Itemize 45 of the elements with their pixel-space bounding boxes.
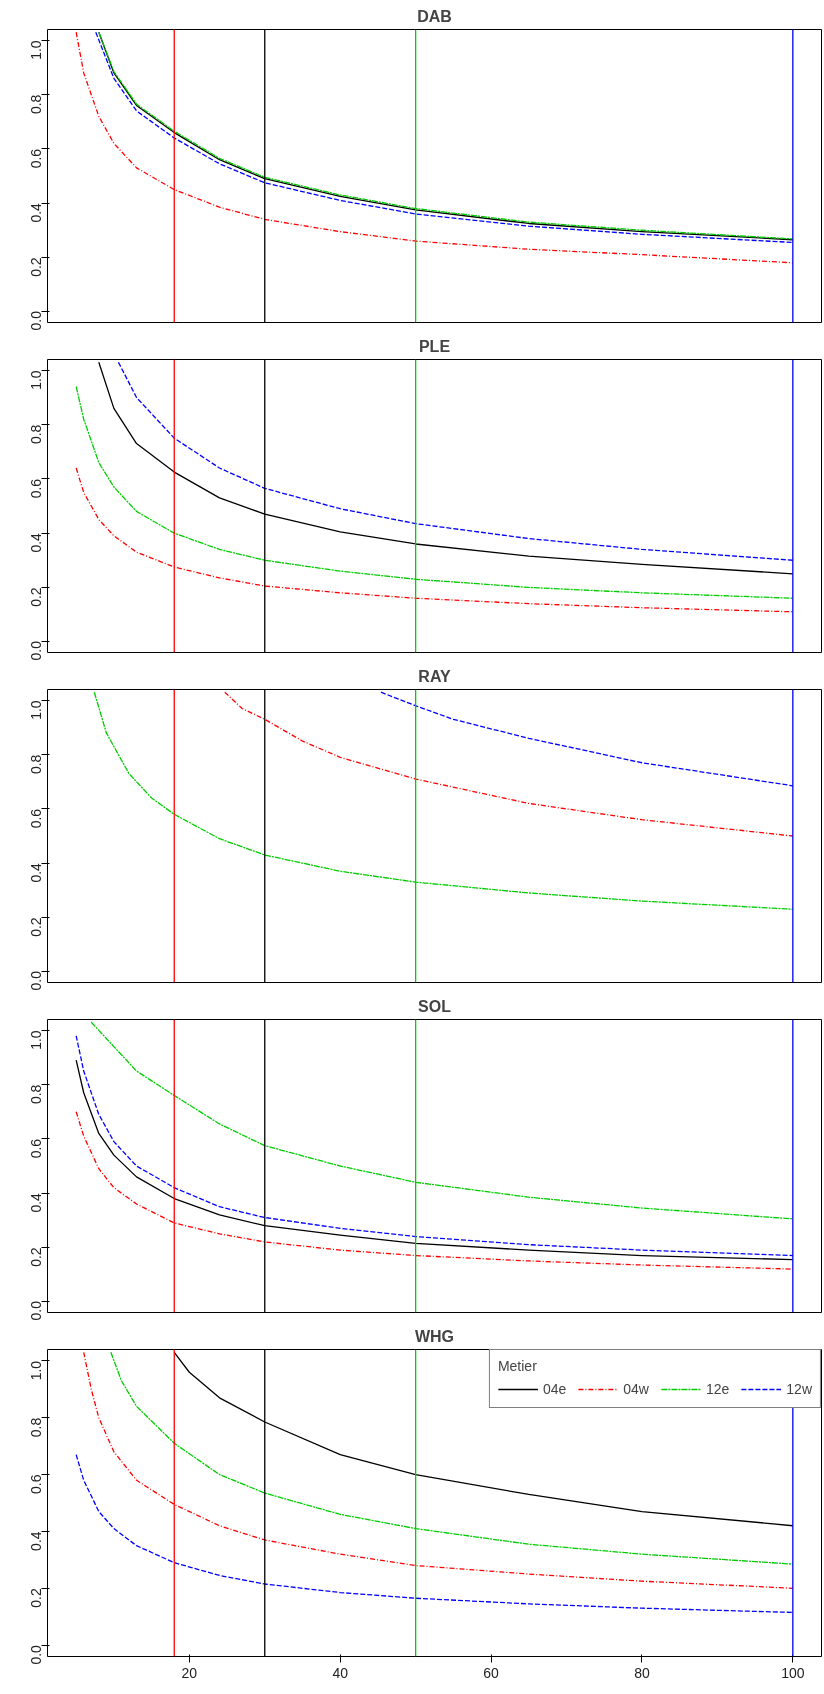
y-tick-label: 0.2: [28, 1247, 45, 1267]
y-tick-label: 0.4: [28, 202, 45, 223]
x-tick-label: 40: [332, 1664, 349, 1681]
chart-title: WHG: [414, 1327, 455, 1345]
y-tick-label: 0.6: [28, 478, 45, 499]
y-tick-label: 1.0: [28, 1030, 45, 1050]
y-tick-label: 0.8: [28, 1084, 45, 1105]
y-tick-label: 1.0: [28, 40, 45, 60]
legend-label: 12e: [705, 1381, 730, 1397]
chart-title: SOL: [418, 997, 452, 1015]
x-tick-label: 60: [483, 1664, 500, 1681]
y-tick-label: 0.6: [28, 808, 45, 829]
y-tick-label: 0.0: [28, 640, 45, 661]
y-tick-label: 0.2: [28, 1588, 45, 1608]
x-tick-label: 100: [781, 1664, 805, 1681]
chart-title: PLE: [418, 337, 451, 355]
legend-label: 04e: [542, 1381, 567, 1397]
y-tick-label: 0.0: [28, 1300, 45, 1321]
y-tick-label: 0.4: [28, 1531, 45, 1551]
y-tick-label: 0.4: [28, 862, 45, 883]
y-tick-label: 1.0: [28, 1360, 45, 1381]
y-tick-label: 0.4: [28, 1192, 45, 1213]
legend-label: 12w: [786, 1381, 812, 1397]
y-tick-label: 1.0: [28, 700, 45, 720]
x-tick-label: 20: [181, 1664, 198, 1681]
y-tick-label: 0.8: [28, 94, 45, 115]
y-tick-label: 0.0: [28, 970, 45, 991]
y-tick-label: 0.2: [28, 917, 45, 937]
y-tick-label: 0.2: [28, 587, 45, 607]
y-tick-label: 0.8: [28, 1417, 45, 1438]
y-tick-label: 0.8: [28, 424, 45, 445]
y-tick-label: 0.0: [28, 1644, 45, 1665]
y-tick-label: 0.0: [28, 310, 45, 331]
legend-title: Metier: [497, 1358, 538, 1374]
y-tick-label: 0.2: [28, 257, 45, 277]
y-tick-label: 0.4: [28, 532, 45, 553]
y-tick-label: 0.6: [28, 1474, 45, 1495]
legend-label: 04w: [623, 1381, 649, 1397]
y-tick-label: 0.8: [28, 754, 45, 775]
y-tick-label: 1.0: [28, 370, 45, 390]
x-tick-label: 80: [634, 1664, 650, 1681]
chart-title: RAY: [418, 667, 451, 685]
chart-title: DAB: [417, 7, 452, 25]
y-tick-label: 0.6: [28, 148, 45, 169]
y-tick-label: 0.6: [28, 1138, 45, 1159]
